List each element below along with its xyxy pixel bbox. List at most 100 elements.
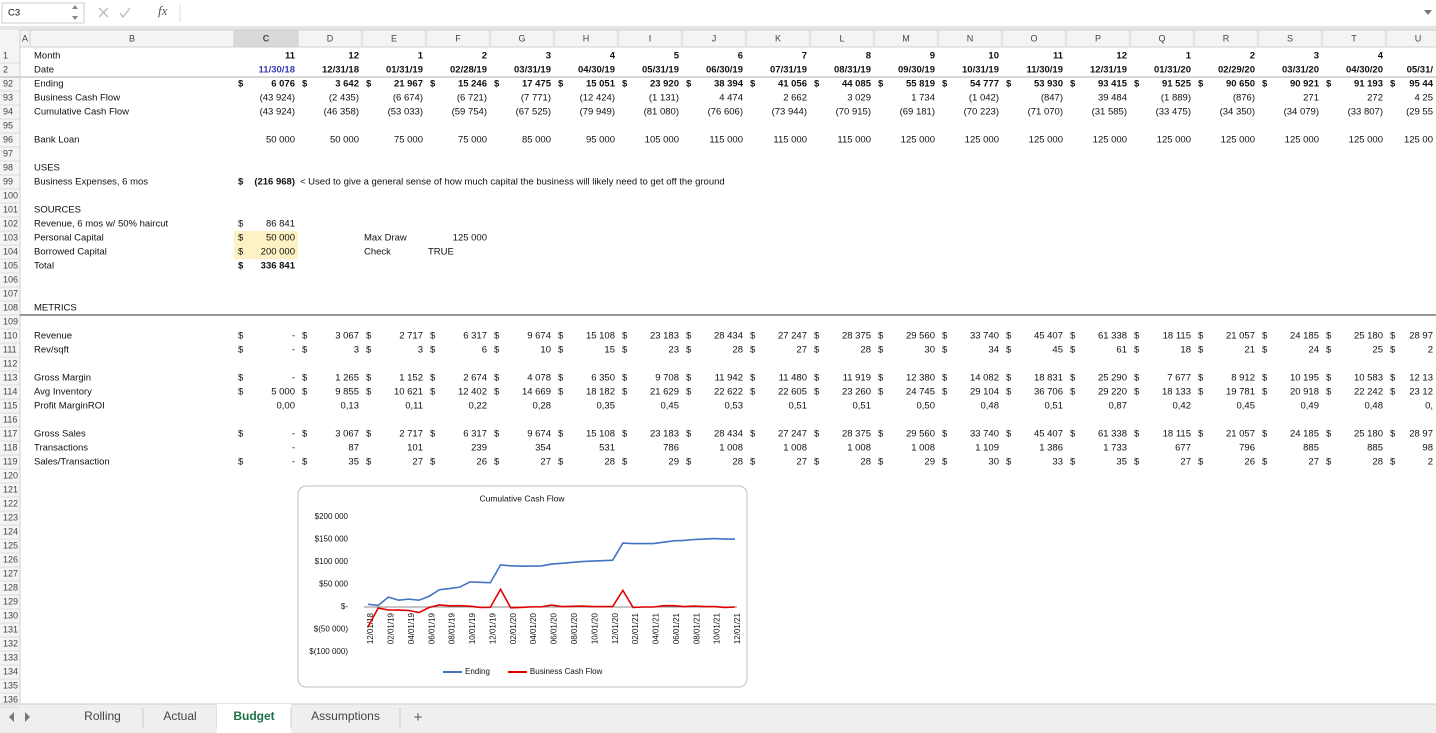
x-tick-label: 02/01/20 xyxy=(509,612,518,644)
cell-value: 50 000 xyxy=(330,135,359,146)
cell-value: - xyxy=(292,331,295,342)
currency-sign: $ xyxy=(238,79,244,90)
cell-value: 45 407 xyxy=(1034,331,1063,342)
name-box[interactable] xyxy=(1,2,85,24)
cell-value: 28 xyxy=(860,457,871,468)
currency-sign: $ xyxy=(1070,373,1076,384)
currency-sign: $ xyxy=(558,373,564,384)
x-tick-label: 02/01/21 xyxy=(631,612,640,644)
sheet-tab[interactable]: Rolling xyxy=(84,709,121,723)
row-number: 95 xyxy=(3,120,13,130)
currency-sign: $ xyxy=(302,429,308,440)
currency-sign: $ xyxy=(622,79,628,90)
cell-value: 0,42 xyxy=(1173,401,1192,412)
cell-value: 95 000 xyxy=(586,135,615,146)
fx-button[interactable]: fx xyxy=(158,3,168,18)
currency-sign: $ xyxy=(1198,373,1204,384)
cell-value: 4 25 xyxy=(1415,93,1434,104)
currency-sign: $ xyxy=(686,345,692,356)
cell-value: 0, xyxy=(1425,401,1433,412)
cell-value: 10 583 xyxy=(1354,373,1383,384)
name-box-spinner[interactable] xyxy=(72,5,78,20)
currency-sign: $ xyxy=(1326,373,1332,384)
cell-value: - xyxy=(292,373,295,384)
column-header[interactable] xyxy=(1385,29,1436,48)
cell-value: 28 97 xyxy=(1409,331,1433,342)
column-letter: H xyxy=(583,33,590,43)
cell-value: 27 xyxy=(796,457,807,468)
cell-value: 1 734 xyxy=(911,93,935,104)
currency-sign: $ xyxy=(494,457,500,468)
cell-value: 11 xyxy=(285,51,296,62)
column-letter: T xyxy=(1351,33,1357,43)
legend-label: Business Cash Flow xyxy=(530,667,603,676)
cell-value: 33 740 xyxy=(970,331,999,342)
x-tick-label: 10/01/20 xyxy=(590,612,599,644)
cell-value: (34 350) xyxy=(1220,107,1255,118)
row-number: 122 xyxy=(3,498,18,508)
cell-value: 12 xyxy=(1116,51,1127,62)
tab-scroll-arrows[interactable] xyxy=(9,712,30,722)
chart-frame[interactable] xyxy=(297,485,748,688)
row-label: Bank Loan xyxy=(34,135,79,146)
row-label: Gross Sales xyxy=(34,429,86,440)
sheet-tab[interactable]: Assumptions xyxy=(311,709,380,723)
cell-value: 15 108 xyxy=(586,429,615,440)
cancel-icon[interactable] xyxy=(98,7,109,18)
x-tick-label: 06/01/20 xyxy=(550,612,559,644)
cell-value: 1 008 xyxy=(719,443,743,454)
row-number: 116 xyxy=(3,414,17,424)
cell-value: 1 008 xyxy=(911,443,935,454)
currency-sign: $ xyxy=(1006,345,1012,356)
cell-value: 08/31/19 xyxy=(834,65,871,76)
sheet-tab[interactable]: Actual xyxy=(163,709,196,723)
cell-value: 15 108 xyxy=(586,331,615,342)
currency-sign: $ xyxy=(942,331,948,342)
cell-value: (46 358) xyxy=(324,107,359,118)
cell-value: 10 195 xyxy=(1290,373,1319,384)
currency-sign: $ xyxy=(814,429,820,440)
currency-sign: $ xyxy=(1070,429,1076,440)
cell-value: 0,48 xyxy=(981,401,1000,412)
enter-icon[interactable] xyxy=(119,7,131,19)
column-letter: O xyxy=(1030,33,1037,43)
row-number: 107 xyxy=(3,288,18,298)
currency-sign: $ xyxy=(814,331,820,342)
currency-sign: $ xyxy=(1326,387,1332,398)
cell-value: 9 708 xyxy=(655,373,679,384)
sheet-tab[interactable]: Budget xyxy=(233,709,274,723)
currency-sign: $ xyxy=(1006,331,1012,342)
legend-label: Ending xyxy=(465,667,490,676)
cell-value: 29 xyxy=(668,457,679,468)
currency-sign: $ xyxy=(558,79,564,90)
cell-value: 1 008 xyxy=(847,443,871,454)
row-number: 109 xyxy=(3,316,18,326)
cell-value: 23 183 xyxy=(650,429,679,440)
cell-value: (847) xyxy=(1041,93,1063,104)
row-number: 102 xyxy=(3,218,18,228)
column-letter: A xyxy=(22,33,28,43)
cell-value: 29 104 xyxy=(970,387,999,398)
cell-value: 14 669 xyxy=(522,387,551,398)
active-tab[interactable] xyxy=(217,704,291,733)
chart-area[interactable]: Cumulative Cash Flow $200 000 $150 000 $100… xyxy=(297,485,748,688)
cell-value: 885 xyxy=(1303,443,1319,454)
cell-value: 11/30/19 xyxy=(1027,65,1063,76)
currency-sign: $ xyxy=(1390,457,1396,468)
currency-sign: $ xyxy=(686,79,692,90)
cell-value: 10 xyxy=(540,345,551,356)
add-sheet[interactable]: + xyxy=(414,709,423,726)
row-number: 135 xyxy=(3,680,18,690)
cell-value: 3 067 xyxy=(335,429,359,440)
cell-value: 2 xyxy=(482,51,487,62)
currency-sign: $ xyxy=(1262,79,1268,90)
cell-value: 1 xyxy=(418,51,424,62)
currency-sign: $ xyxy=(1134,387,1140,398)
currency-sign: $ xyxy=(1070,387,1076,398)
formula-expand[interactable] xyxy=(1424,10,1432,15)
cell-value: TRUE xyxy=(428,247,454,258)
cell-value: 125 00 xyxy=(1404,135,1433,146)
currency-sign: $ xyxy=(238,331,244,342)
cell-value: 105 000 xyxy=(645,135,679,146)
currency-sign: $ xyxy=(750,429,756,440)
